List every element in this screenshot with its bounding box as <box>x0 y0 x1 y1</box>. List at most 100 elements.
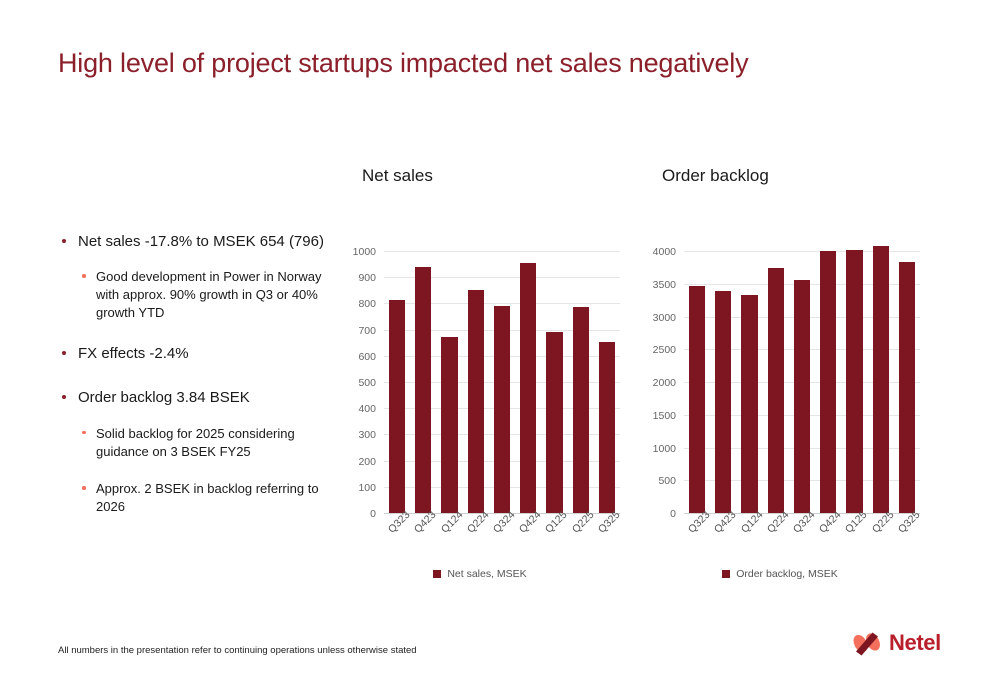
legend-label: Net sales, MSEK <box>447 568 527 580</box>
chart-legend: Order backlog, MSEK <box>640 568 920 580</box>
spacer <box>58 460 348 480</box>
list-item: FX effects -2.4% <box>58 344 348 364</box>
x-axis-slot: Q325 <box>894 509 923 560</box>
bar <box>741 295 758 513</box>
bar-slot <box>436 252 462 513</box>
list-item-label: Net sales -17.8% to MSEK 654 (796) <box>78 233 324 250</box>
netel-logo-icon <box>852 630 882 656</box>
x-axis-slot: Q125 <box>541 509 570 560</box>
page-title: High level of project startups impacted … <box>58 48 749 78</box>
bullet-dot-icon <box>82 486 86 490</box>
chart-title: Net sales <box>362 166 433 185</box>
bar-slot <box>489 252 515 513</box>
bar-slot <box>710 252 736 513</box>
y-axis-tick-label: 600 <box>358 350 376 363</box>
plot-area <box>384 251 620 514</box>
bar <box>793 280 811 513</box>
bar-slot <box>684 252 710 513</box>
bar <box>767 267 784 513</box>
x-axis: Q323 Q423 Q124 Q224 Q324 Q424 Q125 Q225 Q325 <box>684 509 923 560</box>
gridline <box>384 277 620 279</box>
x-axis-slot: Q423 <box>710 509 739 560</box>
legend-label: Order backlog, MSEK <box>736 568 838 580</box>
x-axis-slot: Q323 <box>384 509 413 560</box>
x-axis-slot: Q124 <box>736 509 765 560</box>
bar <box>388 299 406 513</box>
x-axis-slot: Q324 <box>789 509 818 560</box>
y-axis-tick-label: 500 <box>358 377 376 389</box>
x-axis-slot: Q224 <box>763 509 792 560</box>
bar <box>715 291 732 513</box>
bar-series <box>384 252 620 513</box>
bar-slot <box>463 252 489 513</box>
bar-slot <box>763 252 789 513</box>
bar <box>598 342 615 513</box>
chart-order-backlog: Order backlog 0 500 1000 1500 2000 2500 3000 35… <box>640 166 923 580</box>
y-axis-tick-label: 1000 <box>352 246 376 258</box>
brand-logo: Netel <box>852 630 941 656</box>
y-axis-tick-label: 900 <box>358 272 376 285</box>
y-axis-tick-label: 3500 <box>652 278 676 291</box>
plot-area <box>684 246 920 514</box>
bullet-list: Net sales -17.8% to MSEK 654 (796) Good … <box>58 232 348 516</box>
list-item-label: Order backlog 3.84 BSEK <box>78 389 250 407</box>
spacer <box>58 322 348 344</box>
y-axis-tick-label: 200 <box>358 455 376 468</box>
x-axis-slot: Q225 <box>568 509 597 560</box>
x-axis-slot: Q323 <box>684 509 713 560</box>
list-item-label: Approx. 2 BSEK in backlog referring to 2… <box>96 481 319 515</box>
spacer <box>58 413 348 425</box>
bar <box>467 290 484 513</box>
legend-swatch-icon <box>433 570 442 578</box>
chart-legend: Net sales, MSEK <box>340 568 620 580</box>
bar-slot <box>815 250 841 513</box>
bullet-dot-icon <box>62 395 66 400</box>
bullet-dot-icon <box>82 274 86 278</box>
list-item: Good development in Power in Norway with… <box>58 268 348 322</box>
bar-slot <box>384 252 410 513</box>
x-axis-slot: Q124 <box>436 509 465 560</box>
bar <box>846 250 863 513</box>
gridline <box>684 251 920 252</box>
bar <box>493 305 511 513</box>
bullet-dot-icon <box>62 351 66 356</box>
y-axis-tick-label: 0 <box>370 508 376 520</box>
bar-slot <box>841 250 867 513</box>
x-axis-slot: Q125 <box>841 509 870 560</box>
axis-baseline <box>384 513 620 514</box>
list-item-label: Good development in Power in Norway with… <box>96 269 322 321</box>
y-axis-tick-label: 400 <box>358 403 376 416</box>
bar <box>688 285 706 513</box>
spacer <box>58 368 348 388</box>
bar <box>441 336 458 513</box>
bar-series <box>684 246 920 513</box>
list-item-label: FX effects -2.4% <box>78 345 189 363</box>
bar-slot <box>894 252 920 513</box>
y-axis-tick-label: 100 <box>358 481 376 494</box>
list-item-label: Solid backlog for 2025 considering guida… <box>96 425 295 459</box>
spacer <box>58 256 348 268</box>
bar-slot <box>541 252 567 513</box>
chart-title: Order backlog <box>662 166 769 185</box>
list-item: Solid backlog for 2025 considering guida… <box>58 425 348 461</box>
bar <box>820 250 837 513</box>
x-axis-slot: Q325 <box>594 509 623 560</box>
bar-slot <box>515 252 541 513</box>
y-axis: 0 100 200 300 400 500 600 700 800 900 1000 <box>340 246 380 520</box>
legend-swatch-icon <box>722 570 731 578</box>
y-axis-tick-label: 500 <box>658 475 676 488</box>
y-axis-tick-label: 1500 <box>652 409 676 422</box>
y-axis-tick-label: 300 <box>358 429 376 442</box>
y-axis-tick-label: 2000 <box>652 377 676 389</box>
y-axis-tick-label: 700 <box>358 324 376 337</box>
x-axis-slot: Q224 <box>463 509 492 560</box>
y-axis-tick-label: 4000 <box>652 246 676 258</box>
gridline <box>384 251 620 252</box>
bar <box>898 262 915 513</box>
axis-baseline <box>684 513 920 514</box>
bar <box>520 262 537 513</box>
bullet-dot-icon <box>62 239 66 243</box>
bar-slot <box>410 252 436 513</box>
bar-slot <box>594 252 620 513</box>
